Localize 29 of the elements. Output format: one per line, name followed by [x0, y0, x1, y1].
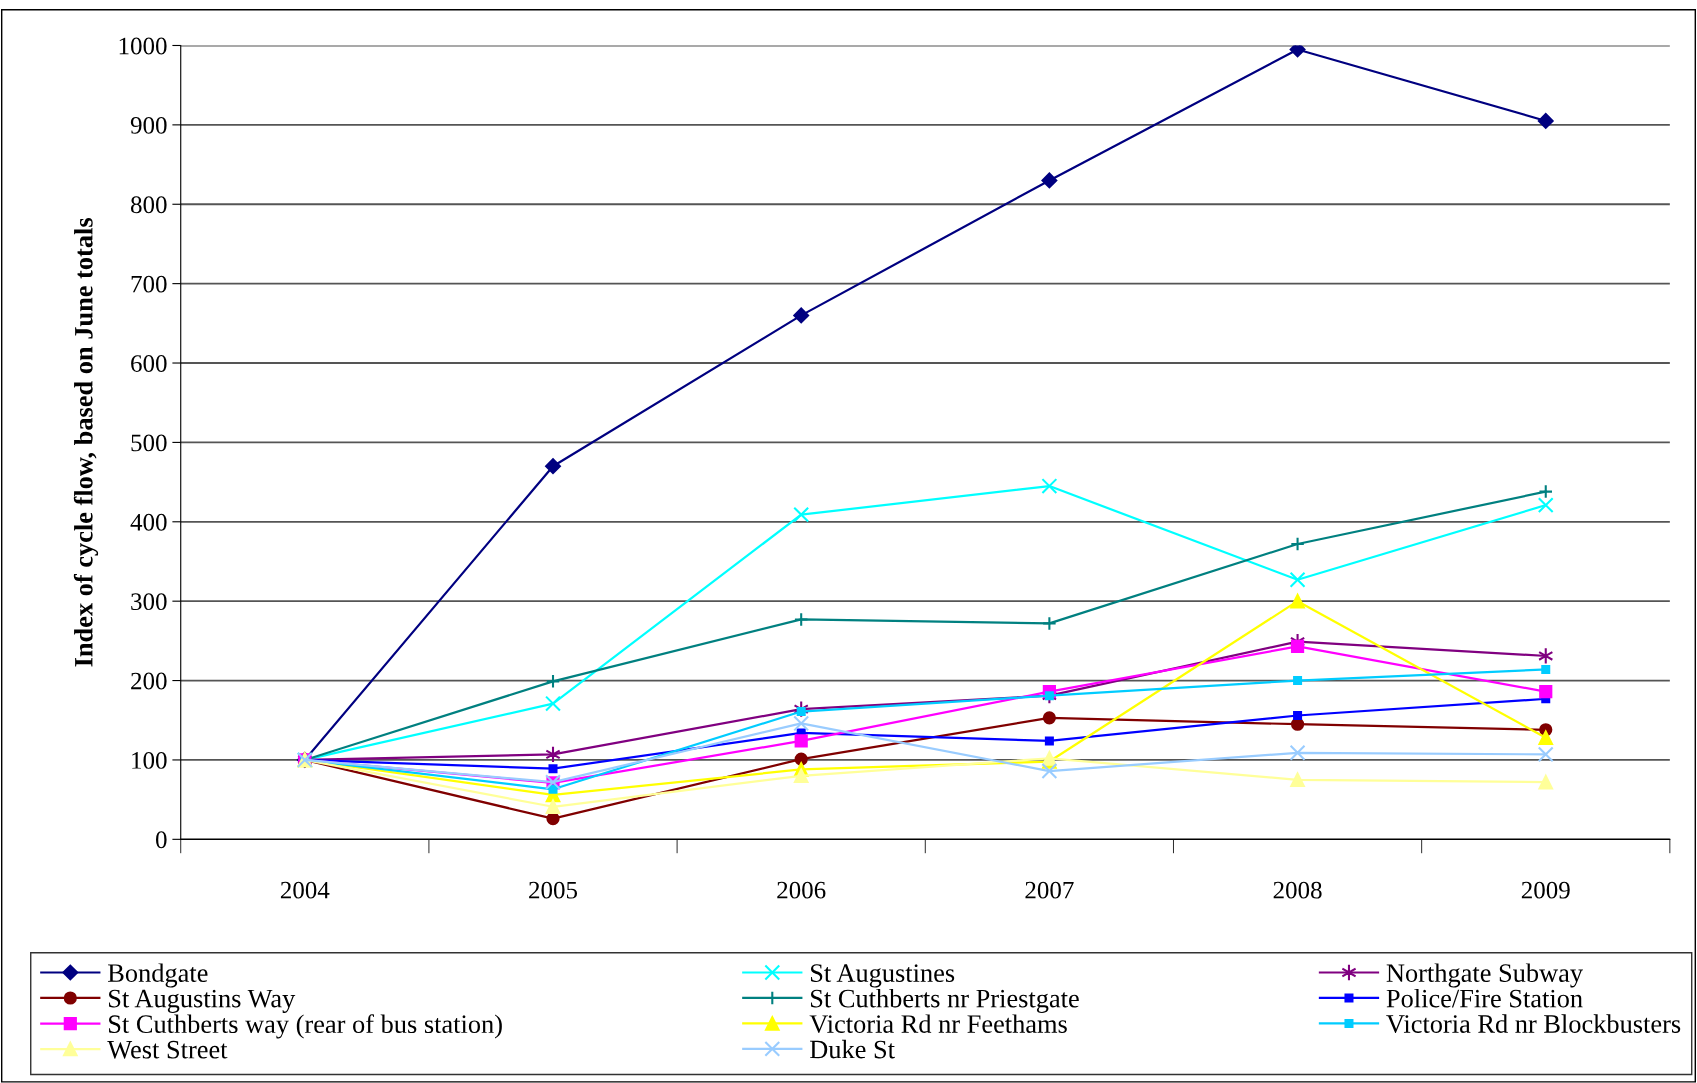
y-tick-label: 0 — [155, 831, 167, 849]
x-tick-label: 2006 — [777, 881, 826, 899]
y-tick-label: 1000 — [119, 37, 167, 55]
x-tick-label: 2008 — [1273, 881, 1322, 899]
x-tick-label: 2005 — [529, 881, 578, 899]
y-tick-label: 200 — [131, 672, 167, 690]
legend-label: Victoria Rd nr Feethams — [809, 1014, 1067, 1034]
y-tick-label: 700 — [131, 275, 167, 293]
y-tick-label: 600 — [131, 355, 167, 372]
x-tick-label: 2007 — [1025, 881, 1074, 899]
legend-label: West Street — [107, 1040, 228, 1059]
y-tick-label: 800 — [130, 196, 167, 214]
y-tick-label: 500 — [131, 434, 167, 452]
legend-label: St Cuthberts way (rear of bus station) — [109, 1014, 502, 1039]
y-tick-label: 100 — [132, 751, 167, 769]
y-tick-label: 300 — [131, 593, 167, 611]
y-tick-label: 900 — [130, 116, 167, 134]
legend-label: St Cuthberts nr Priestgate — [811, 988, 1079, 1013]
x-tick-label: 2004 — [280, 881, 330, 899]
legend-label: Police/Fire Station — [1386, 988, 1583, 1008]
legend-label: St Augustins Way — [109, 989, 296, 1013]
legend-label: Duke St — [810, 1039, 895, 1059]
legend-label: Northgate Subway — [1386, 963, 1583, 988]
legend-label: St Augustines — [811, 964, 955, 988]
y-axis-title: Index of cycle flow, based on June totals — [73, 218, 99, 667]
y-tick-label: 400 — [130, 513, 167, 531]
x-tick-label: 2009 — [1521, 881, 1570, 899]
legend-label: Bondgate — [108, 963, 208, 988]
legend-label: Victoria Rd nr Blockbusters — [1386, 1014, 1681, 1034]
